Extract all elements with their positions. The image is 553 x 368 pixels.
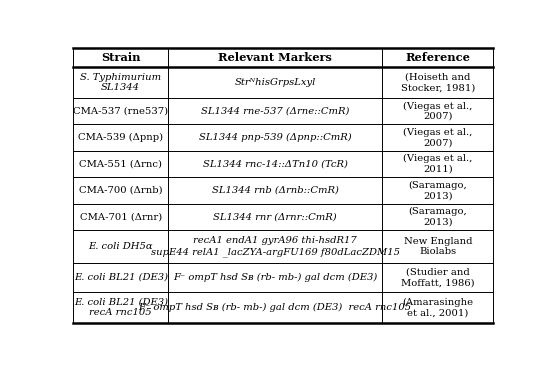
- Text: SL1344 rnb (Δrnb::CmR): SL1344 rnb (Δrnb::CmR): [212, 186, 338, 195]
- Text: CMA-700 (Δrnb): CMA-700 (Δrnb): [79, 186, 163, 195]
- Text: CMA-539 (Δpnp): CMA-539 (Δpnp): [78, 133, 163, 142]
- Text: (Viegas et al.,
2007): (Viegas et al., 2007): [403, 102, 472, 121]
- Text: E. coli BL21 (DE3): E. coli BL21 (DE3): [74, 273, 168, 282]
- Text: (Hoiseth and
Stocker, 1981): (Hoiseth and Stocker, 1981): [400, 73, 475, 92]
- Text: (Saramago,
2013): (Saramago, 2013): [408, 181, 467, 200]
- Text: Reference: Reference: [405, 52, 470, 63]
- Text: recA1 endA1 gyrA96 thi-hsdR17
supE44 relA1 _lacZYA-argFU169 f80dLacZDM15: recA1 endA1 gyrA96 thi-hsdR17 supE44 rel…: [150, 237, 399, 256]
- Text: Relevant Markers: Relevant Markers: [218, 52, 332, 63]
- Text: StrᴺhisGrpsLxyl: StrᴺhisGrpsLxyl: [234, 78, 316, 87]
- Text: CMA-551 (Δrnc): CMA-551 (Δrnc): [79, 160, 162, 169]
- Text: (Studier and
Moffatt, 1986): (Studier and Moffatt, 1986): [401, 268, 474, 287]
- Text: CMA-537 (rne537): CMA-537 (rne537): [73, 107, 168, 116]
- Text: S. Typhimurium
SL1344: S. Typhimurium SL1344: [80, 73, 161, 92]
- Text: (Saramago,
2013): (Saramago, 2013): [408, 207, 467, 227]
- Text: (Viegas et al.,
2007): (Viegas et al., 2007): [403, 128, 472, 148]
- Text: E. coli BL21 (DE3)
recA rnc105: E. coli BL21 (DE3) recA rnc105: [74, 298, 168, 317]
- Text: SL1344 rne-537 (Δrne::CmR): SL1344 rne-537 (Δrne::CmR): [201, 107, 349, 116]
- Text: SL1344 pnp-539 (Δpnp::CmR): SL1344 pnp-539 (Δpnp::CmR): [199, 133, 351, 142]
- Text: (Viegas et al.,
2011): (Viegas et al., 2011): [403, 154, 472, 174]
- Text: F⁻ ompT hsd Sʙ (rb- mb-) gal dcm (DE3): F⁻ ompT hsd Sʙ (rb- mb-) gal dcm (DE3): [173, 273, 377, 282]
- Text: Strain: Strain: [101, 52, 140, 63]
- Text: New England
Biolabs: New England Biolabs: [404, 237, 472, 256]
- Text: SL1344 rnr (Δrnr::CmR): SL1344 rnr (Δrnr::CmR): [213, 212, 337, 221]
- Text: F⁻ ompT hsd Sʙ (rb- mb-) gal dcm (DE3)  recA rnc105: F⁻ ompT hsd Sʙ (rb- mb-) gal dcm (DE3) r…: [138, 303, 411, 312]
- Text: (Amarasinghe
et al., 2001): (Amarasinghe et al., 2001): [402, 298, 473, 317]
- Text: E. coli DH5α: E. coli DH5α: [88, 242, 153, 251]
- Text: CMA-701 (Δrnr): CMA-701 (Δrnr): [80, 212, 162, 221]
- Text: SL1344 rnc-14::ΔTn10 (TcR): SL1344 rnc-14::ΔTn10 (TcR): [202, 160, 347, 169]
